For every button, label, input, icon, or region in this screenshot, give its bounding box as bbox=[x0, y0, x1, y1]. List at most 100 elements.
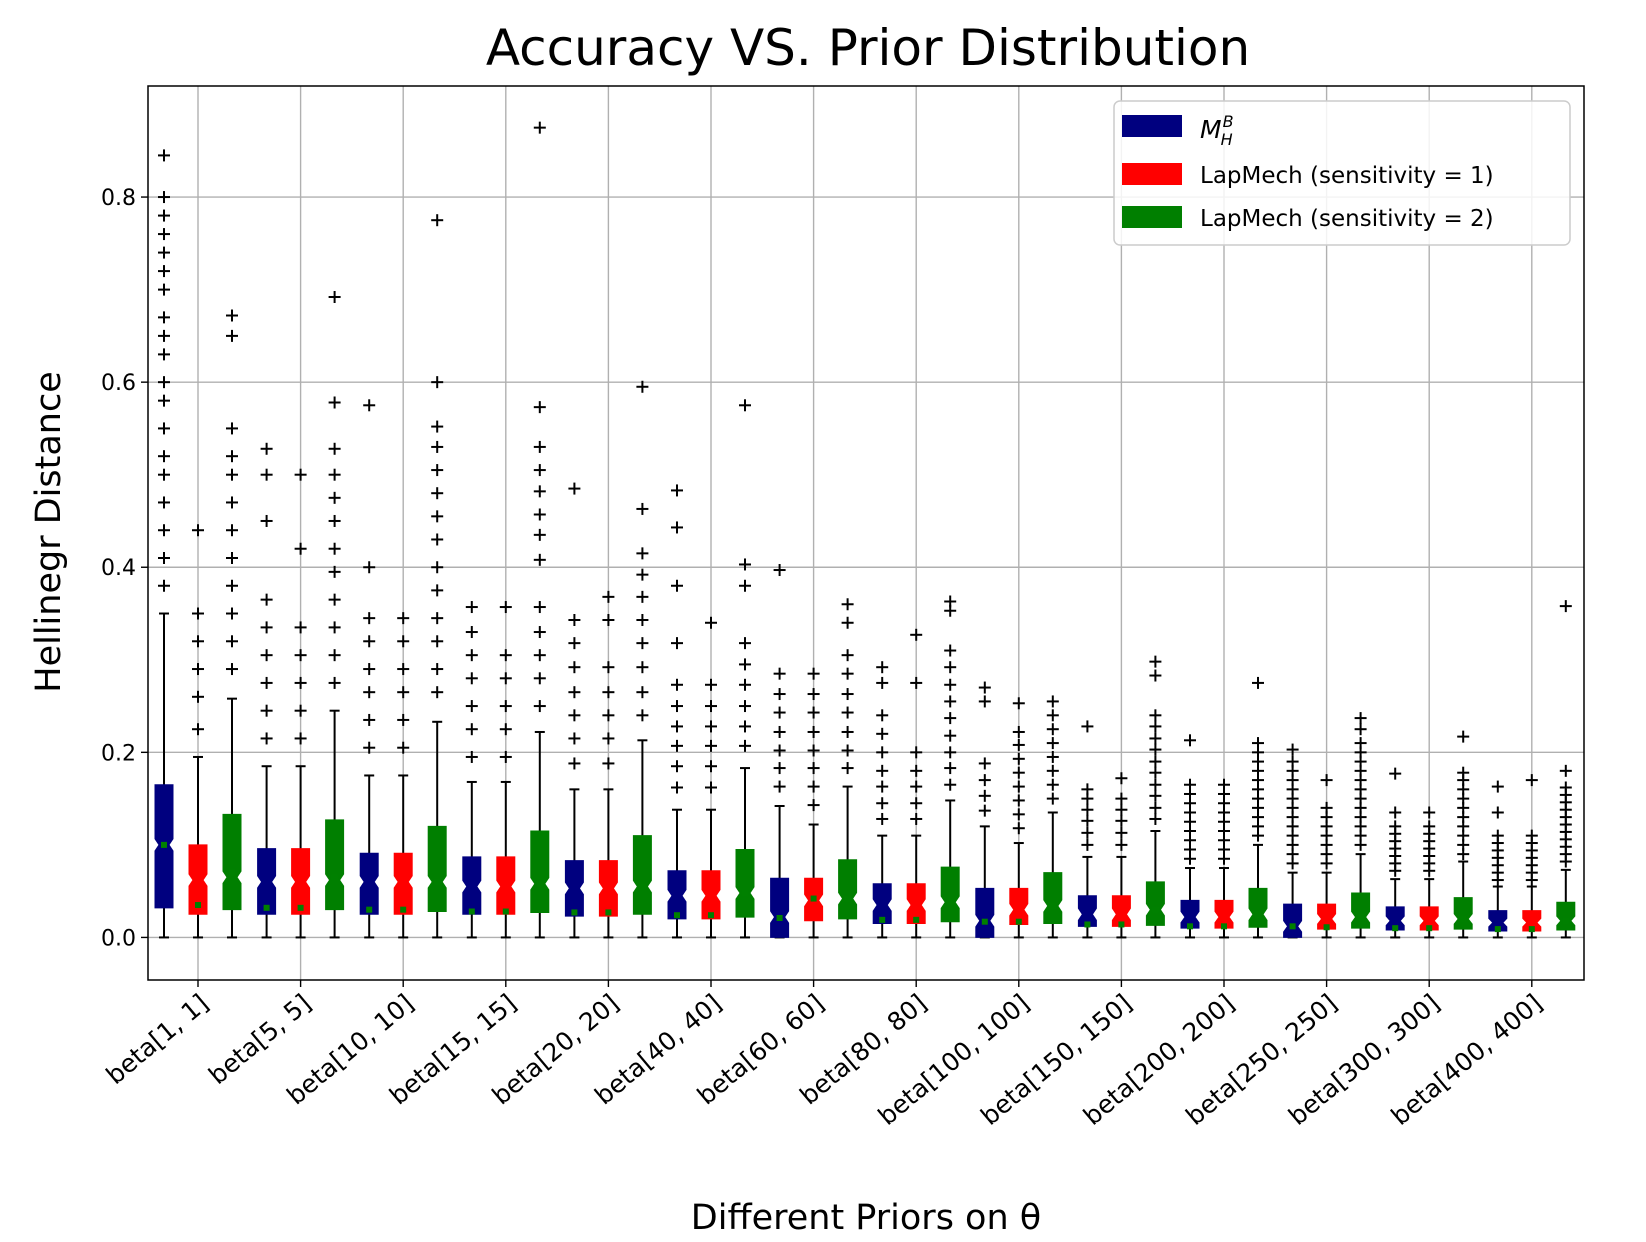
outlier-marker bbox=[1115, 838, 1128, 851]
outlier-marker bbox=[1491, 780, 1504, 793]
outlier-marker bbox=[1046, 750, 1059, 763]
outlier-marker bbox=[1149, 778, 1162, 791]
outlier-marker bbox=[294, 649, 307, 662]
outlier-marker bbox=[1115, 803, 1128, 816]
box-group bbox=[291, 468, 311, 939]
outlier-marker bbox=[158, 265, 170, 278]
outlier-marker bbox=[1081, 826, 1094, 839]
outlier-marker bbox=[910, 797, 923, 810]
outlier-marker bbox=[1149, 766, 1162, 779]
outlier-marker bbox=[602, 590, 615, 603]
outlier-marker bbox=[431, 635, 444, 648]
mean-marker bbox=[1015, 918, 1022, 925]
mean-marker bbox=[263, 904, 270, 911]
box-group bbox=[1145, 655, 1165, 939]
box bbox=[257, 848, 277, 915]
outlier-marker bbox=[705, 760, 717, 773]
outlier-marker bbox=[328, 396, 341, 409]
outlier-marker bbox=[294, 732, 307, 745]
outlier-marker bbox=[1149, 732, 1162, 745]
legend-label-mhb: MHB bbox=[1200, 112, 1234, 149]
box bbox=[1351, 892, 1371, 929]
outlier-marker bbox=[671, 579, 683, 592]
box bbox=[564, 860, 584, 917]
box-group bbox=[1283, 743, 1303, 939]
outlier-marker bbox=[636, 686, 649, 699]
outlier-marker bbox=[499, 649, 512, 662]
box-group bbox=[770, 564, 790, 939]
box bbox=[975, 887, 995, 938]
outlier-marker bbox=[876, 780, 889, 793]
outlier-marker bbox=[841, 744, 854, 757]
outlier-marker bbox=[431, 612, 444, 625]
box bbox=[1522, 910, 1542, 932]
outlier-marker bbox=[807, 706, 820, 719]
outlier-marker bbox=[1559, 600, 1572, 613]
outlier-marker bbox=[841, 598, 854, 611]
mean-marker bbox=[1528, 926, 1535, 933]
outlier-marker bbox=[1081, 803, 1094, 816]
outlier-marker bbox=[568, 482, 581, 495]
outlier-marker bbox=[431, 663, 444, 676]
outlier-marker bbox=[431, 510, 444, 523]
outlier-marker bbox=[602, 709, 615, 722]
outlier-marker bbox=[1149, 655, 1162, 668]
outlier-marker bbox=[260, 468, 273, 481]
box bbox=[770, 877, 790, 938]
outlier-marker bbox=[978, 789, 991, 802]
box bbox=[1043, 872, 1063, 925]
outlier-marker bbox=[1491, 829, 1504, 842]
outlier-marker bbox=[568, 732, 581, 745]
box bbox=[1453, 897, 1473, 930]
outlier-marker bbox=[1389, 820, 1402, 833]
box-group bbox=[393, 612, 413, 939]
outlier-marker bbox=[1149, 743, 1162, 756]
outlier-marker bbox=[1115, 826, 1128, 839]
box-group bbox=[701, 616, 721, 939]
outlier-marker bbox=[1389, 767, 1402, 780]
outlier-marker bbox=[1081, 838, 1094, 851]
outlier-marker bbox=[158, 311, 170, 324]
box-group bbox=[1556, 600, 1576, 939]
outlier-marker bbox=[226, 524, 238, 537]
outlier-marker bbox=[876, 812, 889, 825]
outlier-marker bbox=[773, 744, 786, 757]
outlier-marker bbox=[1046, 709, 1059, 722]
box bbox=[701, 870, 721, 920]
mean-marker bbox=[366, 906, 373, 913]
box bbox=[1488, 910, 1508, 932]
box bbox=[222, 813, 242, 911]
box bbox=[1248, 887, 1268, 928]
outlier-marker bbox=[397, 741, 410, 754]
outlier-marker bbox=[260, 676, 273, 689]
outlier-marker bbox=[568, 709, 581, 722]
mean-marker bbox=[1289, 923, 1296, 930]
outlier-marker bbox=[397, 612, 410, 625]
outlier-marker bbox=[499, 672, 512, 685]
mean-marker bbox=[1187, 923, 1193, 930]
outlier-marker bbox=[1525, 829, 1538, 842]
outlier-marker bbox=[841, 688, 854, 701]
outlier-marker bbox=[636, 568, 649, 581]
mean-marker bbox=[1323, 924, 1330, 931]
outlier-marker bbox=[671, 781, 683, 794]
outlier-marker bbox=[294, 704, 307, 717]
outlier-marker bbox=[397, 713, 410, 726]
outlier-marker bbox=[1149, 720, 1162, 733]
outlier-marker bbox=[876, 709, 889, 722]
outlier-marker bbox=[1457, 730, 1470, 743]
outlier-marker bbox=[328, 442, 341, 455]
outlier-marker bbox=[1081, 814, 1094, 827]
outlier-marker bbox=[773, 762, 786, 775]
outlier-marker bbox=[431, 561, 444, 574]
mean-marker bbox=[1494, 926, 1501, 933]
box bbox=[188, 844, 208, 915]
outlier-marker bbox=[602, 661, 615, 674]
outlier-marker bbox=[944, 729, 957, 742]
mean-marker bbox=[879, 916, 886, 923]
legend-label-lapmech-1: LapMech (sensitivity = 1) bbox=[1200, 163, 1494, 189]
outlier-marker bbox=[328, 491, 341, 504]
box-group bbox=[222, 309, 242, 939]
mean-marker bbox=[1426, 925, 1433, 932]
outlier-marker bbox=[465, 626, 478, 639]
